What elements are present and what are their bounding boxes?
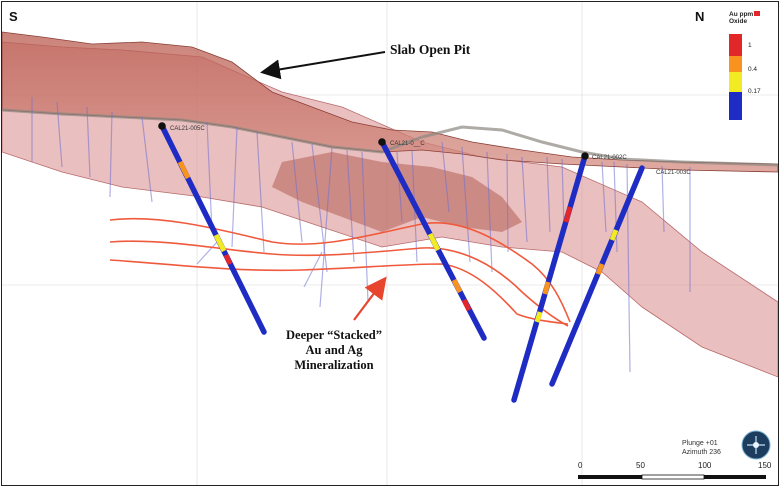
legend-title-line1: Au ppm — [729, 11, 754, 18]
compass-south: S — [9, 9, 18, 24]
assay-intervals — [427, 232, 472, 312]
scale-tick-label: 50 — [636, 461, 645, 470]
drillhole-label: CAL21-0__C — [390, 141, 425, 147]
background-drill-trace — [346, 149, 355, 263]
drillhole-3[interactable]: CAL21-002C — [511, 152, 627, 403]
background-drill-trace — [291, 141, 303, 243]
background-drill-trace — [141, 116, 153, 203]
background-drill-trace — [486, 151, 493, 273]
legend-label-high: 1 — [748, 42, 752, 49]
legend-title: Au ppm Oxide — [729, 11, 761, 25]
background-drill-trace — [396, 151, 403, 223]
background-drill-trace — [231, 126, 238, 248]
background-drill-trace — [521, 156, 528, 243]
azimuth-readout: Azimuth 236 — [682, 449, 721, 456]
annotation-line: Au and Ag — [305, 343, 363, 357]
legend-label-low: 0.17 — [748, 88, 761, 95]
background-drill-trace — [561, 158, 565, 228]
legend-label-mid: 0.4 — [748, 66, 758, 73]
pit-annotation: Slab Open Pit — [390, 42, 471, 57]
vein-line-lower — [109, 259, 569, 325]
drillhole-label: CAL21-002C — [592, 155, 627, 161]
background-drill-trace — [206, 121, 213, 233]
background-drill-trace — [506, 153, 509, 253]
background-drill-trace — [601, 161, 607, 233]
compass-north: N — [695, 9, 705, 24]
view-info: Plunge +01 Azimuth 236 — [682, 439, 721, 457]
legend-swatch-icon — [754, 11, 761, 16]
plunge-readout: Plunge +01 — [682, 440, 718, 447]
assay-intervals — [177, 160, 233, 266]
background-drill-trace — [441, 141, 450, 213]
scale-tick-label: 100 — [698, 461, 712, 470]
annotation-line: Deeper “Stacked” — [286, 328, 382, 342]
mineralized-envelope — [2, 41, 778, 378]
background-drill-trace — [661, 165, 665, 233]
background-drill-trace — [86, 106, 91, 178]
drillhole-2[interactable]: CAL21-0__C — [378, 138, 487, 341]
pit-arrow — [260, 51, 386, 80]
assay-legend: Au ppm Oxide 1 0.4 0.17 — [726, 10, 776, 126]
view-orientation-icon[interactable] — [741, 430, 771, 460]
drillhole-label: CAL21-005C — [170, 126, 205, 132]
annotation-line: Mineralization — [294, 358, 374, 372]
assay-intervals — [534, 206, 573, 323]
legend-color-high — [729, 34, 742, 56]
vein-line-middle — [109, 240, 569, 327]
legend-title-line2: Oxide — [729, 18, 748, 25]
topo-surface — [2, 108, 778, 167]
background-drill-trace — [196, 241, 218, 265]
scale-tick-label: 0 — [578, 461, 583, 470]
deeper-arrow — [353, 276, 387, 321]
legend-color-background — [729, 92, 742, 120]
scale-tick-label: 150 — [758, 461, 772, 470]
deeper-mineralization-annotation: Deeper “Stacked” Au and Ag Mineralizatio… — [264, 328, 404, 373]
background-drill-trace — [256, 131, 265, 253]
scale-bar-graphic — [578, 474, 766, 480]
inner-domain — [272, 152, 522, 232]
background-drill-trace — [56, 101, 63, 168]
scale-bar: 0 50 100 150 — [578, 461, 778, 485]
drillhole-1[interactable]: CAL21-005C — [158, 122, 267, 335]
background-drill-trace — [613, 161, 618, 253]
legend-color-mid — [729, 56, 742, 72]
assay-intervals — [595, 229, 619, 275]
legend-color-low — [729, 72, 742, 92]
background-drill-trace — [546, 156, 551, 233]
drillhole-4[interactable]: CAL21-003C — [549, 165, 691, 387]
background-drill-trace — [109, 111, 113, 198]
background-drill-trace — [461, 146, 471, 263]
drillhole-label: CAL21-003C — [656, 170, 691, 176]
background-drill-trace — [319, 147, 333, 308]
